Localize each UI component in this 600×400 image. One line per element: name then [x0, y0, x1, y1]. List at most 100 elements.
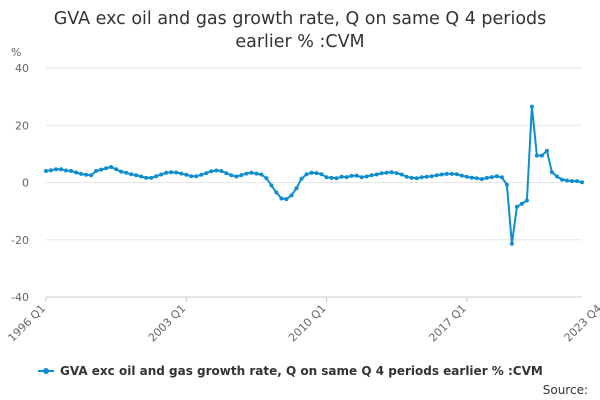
data-point: [139, 174, 144, 179]
data-point: [179, 171, 184, 176]
data-point: [509, 241, 514, 246]
data-point: [339, 174, 344, 179]
data-point: [354, 173, 359, 178]
grid-lines: [46, 67, 582, 298]
data-point: [570, 179, 574, 184]
data-point: [224, 171, 229, 176]
data-point: [534, 153, 539, 158]
data-point: [575, 179, 579, 184]
data-point: [94, 169, 99, 173]
data-point: [294, 186, 299, 191]
x-tick-label: 1996 Q1: [6, 302, 49, 345]
data-point: [389, 170, 394, 175]
data-point: [239, 173, 244, 178]
data-point: [209, 169, 214, 174]
data-point: [434, 173, 439, 178]
data-point: [374, 172, 379, 177]
data-point: [364, 174, 369, 179]
data-point: [69, 169, 73, 173]
data-point: [64, 168, 68, 173]
x-tick-label: 2017 Q1: [426, 302, 469, 345]
data-point: [565, 178, 569, 183]
data-point: [204, 171, 209, 176]
y-tick-label: -20: [11, 234, 29, 247]
data-point: [84, 172, 89, 177]
data-point: [555, 174, 559, 179]
data-point: [549, 170, 554, 175]
series-layer: [44, 104, 584, 246]
data-point: [269, 183, 274, 188]
data-point: [314, 171, 319, 176]
data-point: [244, 171, 249, 176]
data-point: [419, 175, 424, 180]
data-point: [134, 173, 139, 178]
x-tick-label: 2023 Q4: [562, 302, 600, 345]
data-point: [484, 175, 489, 180]
data-point: [309, 170, 314, 175]
data-point: [414, 176, 419, 181]
data-point: [54, 167, 58, 172]
data-point: [114, 167, 119, 172]
data-point: [219, 169, 224, 173]
data-point: [119, 169, 124, 174]
data-point: [459, 173, 464, 178]
data-point: [464, 174, 469, 179]
data-point: [429, 174, 434, 179]
data-point: [544, 148, 549, 153]
y-tick-label: 20: [15, 119, 29, 132]
data-point: [199, 172, 204, 177]
data-point: [524, 198, 529, 203]
data-point: [349, 173, 354, 178]
data-point: [159, 172, 164, 177]
data-point: [184, 172, 189, 177]
data-point: [529, 104, 534, 109]
data-point: [279, 196, 284, 201]
data-point: [104, 166, 109, 171]
data-point: [129, 172, 134, 177]
x-tick-label: 2003 Q1: [146, 302, 189, 345]
data-point: [539, 153, 544, 158]
data-point: [489, 175, 494, 180]
data-point: [449, 171, 454, 176]
data-point: [74, 170, 79, 175]
data-point: [264, 176, 269, 181]
data-point: [519, 201, 524, 206]
data-point: [259, 172, 264, 177]
data-point: [344, 175, 349, 180]
data-point: [384, 170, 389, 175]
source-label: Source:: [542, 383, 588, 397]
y-axis-unit-label: %: [11, 46, 21, 59]
data-point: [469, 175, 474, 180]
legend-label: GVA exc oil and gas growth rate, Q on sa…: [60, 364, 543, 378]
data-point: [289, 193, 294, 198]
data-point: [474, 176, 479, 181]
data-point: [154, 174, 159, 179]
data-point: [324, 175, 329, 180]
data-point: [444, 171, 449, 176]
y-tick-label: -40: [11, 291, 29, 304]
data-point: [514, 204, 519, 209]
data-point: [79, 171, 84, 176]
data-point: [99, 167, 104, 172]
legend-swatch-icon: [38, 365, 54, 377]
data-point: [439, 172, 444, 177]
data-point: [189, 174, 194, 179]
data-point: [379, 171, 384, 176]
x-axis-ticks: 1996 Q1 2003 Q1 2010 Q1 2017 Q1 2023 Q4: [6, 296, 600, 345]
data-point: [229, 173, 234, 178]
data-point: [560, 177, 564, 182]
data-point: [234, 174, 239, 179]
data-point: [409, 175, 414, 180]
data-point: [399, 172, 404, 177]
data-point: [479, 177, 484, 182]
data-point: [44, 169, 48, 173]
data-point: [149, 175, 154, 180]
data-point: [194, 174, 199, 179]
data-point: [580, 180, 584, 185]
y-axis-ticks: 40 20 0 -20 -40: [11, 62, 29, 304]
data-point: [499, 175, 504, 180]
data-point: [504, 182, 509, 187]
legend[interactable]: GVA exc oil and gas growth rate, Q on sa…: [38, 364, 543, 378]
data-point: [304, 172, 309, 177]
